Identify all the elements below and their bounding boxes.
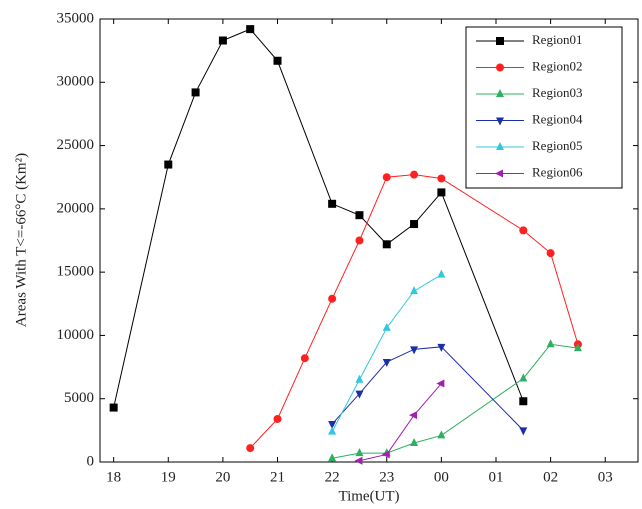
- marker: [300, 354, 309, 363]
- marker: [437, 269, 446, 278]
- marker: [519, 226, 528, 235]
- x-tick-label: 22: [325, 469, 340, 485]
- marker: [410, 438, 419, 447]
- marker: [410, 220, 419, 229]
- x-tick-label: 03: [598, 469, 613, 485]
- x-tick-label: 01: [488, 469, 503, 485]
- marker: [437, 343, 446, 352]
- x-axis-title: Time(UT): [338, 488, 399, 504]
- y-tick-label: 35000: [57, 10, 95, 26]
- series-line: [331, 274, 442, 432]
- marker: [496, 142, 504, 150]
- marker: [328, 426, 337, 435]
- legend-label: Region01: [532, 32, 583, 47]
- marker: [273, 56, 282, 65]
- x-tick-label: 00: [434, 469, 449, 485]
- series-line: [332, 343, 578, 459]
- marker: [519, 397, 528, 406]
- marker: [355, 211, 364, 220]
- marker: [109, 403, 118, 412]
- marker: [355, 236, 364, 245]
- x-tick-label: 18: [106, 469, 121, 485]
- marker: [546, 249, 555, 258]
- series-line: [331, 346, 524, 431]
- legend-label: Region04: [532, 111, 583, 126]
- y-tick-label: 10000: [57, 327, 95, 343]
- legend-label: Region06: [532, 164, 583, 179]
- legend-label: Region05: [532, 138, 583, 153]
- marker: [354, 456, 363, 465]
- y-axis-title: Areas With T<=-66°C (Km²): [13, 153, 29, 327]
- marker: [382, 322, 391, 331]
- legend-label: Region02: [532, 58, 583, 73]
- plot-frame: [99, 18, 639, 463]
- marker: [355, 448, 364, 457]
- marker: [246, 25, 255, 34]
- y-tick-label: 25000: [57, 137, 95, 153]
- marker: [246, 444, 255, 453]
- marker: [410, 286, 419, 295]
- marker: [546, 339, 555, 348]
- marker: [496, 63, 504, 72]
- marker: [355, 390, 364, 399]
- marker: [382, 359, 391, 368]
- marker: [273, 414, 282, 423]
- marker: [328, 199, 337, 208]
- marker: [164, 160, 173, 169]
- x-tick-label: 21: [270, 469, 285, 485]
- marker: [496, 117, 504, 126]
- x-tick-label: 23: [379, 469, 394, 485]
- marker: [519, 427, 528, 436]
- marker: [496, 37, 504, 45]
- marker: [328, 421, 337, 430]
- series-line: [113, 28, 524, 408]
- marker: [218, 36, 227, 45]
- marker: [409, 411, 418, 420]
- y-tick-label: 5000: [64, 390, 94, 406]
- marker: [382, 173, 391, 182]
- marker: [437, 430, 446, 439]
- y-tick-label: 0: [87, 453, 95, 469]
- marker: [355, 374, 364, 383]
- x-tick-label: 19: [161, 469, 176, 485]
- x-tick-label: 20: [215, 469, 230, 485]
- marker: [437, 188, 446, 197]
- marker: [495, 169, 503, 178]
- legend-label: Region03: [532, 85, 583, 100]
- x-tick-label: 02: [543, 469, 558, 485]
- y-tick-label: 30000: [57, 74, 95, 90]
- y-tick-label: 15000: [57, 264, 95, 280]
- legend: Region01 Region02 Region03 Region04 Region05…: [465, 26, 623, 189]
- y-tick-label: 20000: [57, 200, 95, 216]
- marker: [519, 373, 528, 382]
- series-line: [249, 174, 579, 449]
- marker: [328, 294, 337, 303]
- marker: [437, 174, 446, 183]
- marker: [328, 453, 337, 462]
- marker: [410, 170, 419, 179]
- marker: [381, 450, 390, 459]
- marker: [436, 379, 445, 388]
- legend-box: [465, 26, 623, 189]
- marker: [410, 346, 419, 355]
- marker: [573, 343, 582, 352]
- marker: [382, 240, 391, 249]
- marker: [191, 88, 200, 97]
- marker: [496, 89, 504, 97]
- series-line: [359, 383, 442, 462]
